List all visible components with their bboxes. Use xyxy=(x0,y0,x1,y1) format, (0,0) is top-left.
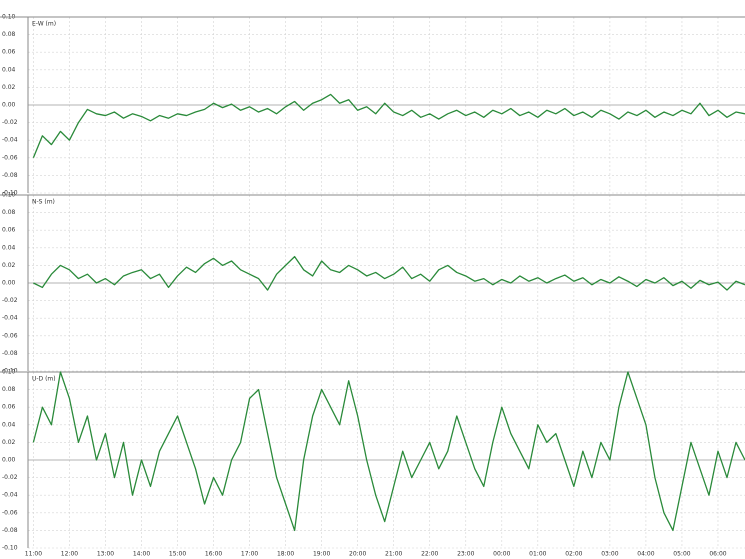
x-tick-label: 16:00 xyxy=(205,551,222,558)
y-tick-label: -0.06 xyxy=(2,509,18,516)
x-tick-label: 15:00 xyxy=(169,551,186,558)
y-tick-label: 0.08 xyxy=(2,386,16,393)
y-tick-label: 0.00 xyxy=(2,102,16,109)
x-tick-label: 18:00 xyxy=(277,551,294,558)
y-tick-label: -0.06 xyxy=(2,332,18,339)
y-tick-label: -0.10 xyxy=(2,368,18,375)
y-tick-label: -0.08 xyxy=(2,350,18,357)
x-tick-label: 20:00 xyxy=(349,551,366,558)
y-tick-label: -0.10 xyxy=(2,190,18,197)
x-tick-label: 02:00 xyxy=(565,551,582,558)
y-tick-label: 0.04 xyxy=(2,244,16,251)
x-tick-label: 23:00 xyxy=(457,551,474,558)
data-line xyxy=(33,255,745,291)
y-tick-label: 0.06 xyxy=(2,404,16,411)
y-tick-label: 0.02 xyxy=(2,84,16,91)
x-tick-label: 06:00 xyxy=(709,551,726,558)
x-tick-label: 22:00 xyxy=(421,551,438,558)
y-tick-label: -0.10 xyxy=(2,545,18,552)
y-tick-label: 0.04 xyxy=(2,66,16,73)
x-tick-label: 01:00 xyxy=(529,551,546,558)
y-tick-label: 0.06 xyxy=(2,227,16,234)
x-tick-label: 03:00 xyxy=(601,551,618,558)
y-tick-label: -0.04 xyxy=(2,492,18,499)
x-tick-label: 00:00 xyxy=(493,551,510,558)
y-tick-label: 0.08 xyxy=(2,31,16,38)
x-tick-label: 12:00 xyxy=(61,551,78,558)
y-tick-label: -0.08 xyxy=(2,172,18,179)
data-line xyxy=(32,371,745,532)
y-tick-label: -0.04 xyxy=(2,137,18,144)
x-tick-label: 05:00 xyxy=(673,551,690,558)
x-tick-label: 04:00 xyxy=(637,551,654,558)
x-tick-label: 14:00 xyxy=(133,551,150,558)
y-tick-label: 0.08 xyxy=(2,209,16,216)
y-tick-label: -0.06 xyxy=(2,154,18,161)
y-tick-label: -0.04 xyxy=(2,315,18,322)
panel-label: E-W (m) xyxy=(32,21,56,28)
y-tick-label: -0.08 xyxy=(2,527,18,534)
y-tick-label: -0.02 xyxy=(2,297,18,304)
y-tick-label: 0.02 xyxy=(2,439,16,446)
y-tick-label: 0.00 xyxy=(2,280,16,287)
y-tick-label: 0.00 xyxy=(2,457,16,464)
x-tick-label: 19:00 xyxy=(313,551,330,558)
data-line xyxy=(32,93,745,159)
y-tick-label: 0.06 xyxy=(2,49,16,56)
panel-label: N-S (m) xyxy=(32,199,55,206)
y-tick-label: 0.04 xyxy=(2,421,16,428)
y-tick-label: -0.02 xyxy=(2,119,18,126)
x-tick-label: 11:00 xyxy=(25,551,42,558)
x-tick-label: 17:00 xyxy=(241,551,258,558)
y-tick-label: -0.02 xyxy=(2,474,18,481)
x-tick-label: 21:00 xyxy=(385,551,402,558)
panel-label: U-D (m) xyxy=(32,376,56,383)
y-tick-label: 0.02 xyxy=(2,262,16,269)
x-tick-label: 13:00 xyxy=(97,551,114,558)
